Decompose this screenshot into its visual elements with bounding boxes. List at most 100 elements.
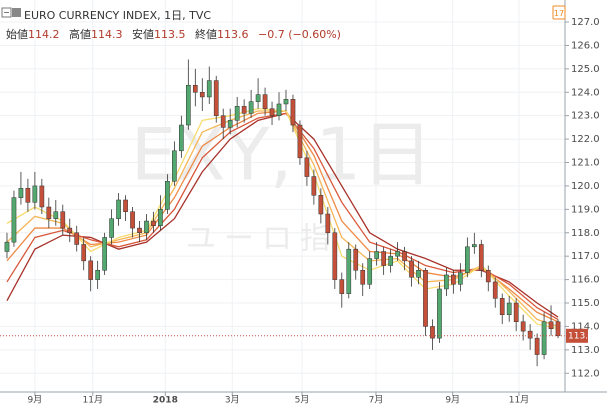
- y-tick-label: 123.0: [571, 111, 600, 122]
- candle-body: [444, 274, 449, 290]
- candle-body: [304, 157, 310, 177]
- y-tick-label: 116.0: [571, 275, 600, 286]
- ohlc-label: 安値: [132, 28, 154, 41]
- grid-layer: [0, 0, 565, 392]
- candle-body: [67, 227, 73, 234]
- candle-body: [158, 209, 163, 226]
- y-tick-label: 113.0: [571, 345, 600, 356]
- title: EURO CURRENCY INDEX, 1日, TVC: [24, 9, 212, 22]
- candle-body: [311, 176, 317, 196]
- candle-body: [248, 101, 254, 114]
- candle-body: [388, 255, 393, 266]
- ohlc-label: 始値: [6, 28, 28, 41]
- x-tick-label: 11月: [509, 395, 529, 406]
- y-tick-label: 125.0: [571, 64, 600, 75]
- candle-body: [25, 188, 31, 203]
- candle-body: [290, 99, 296, 126]
- candle-body: [485, 269, 491, 283]
- candle-body: [220, 115, 226, 128]
- candle-body: [360, 269, 366, 285]
- y-tick-label: 118.0: [571, 228, 600, 239]
- candle-body: [262, 94, 268, 109]
- candle-body: [234, 106, 240, 121]
- candle-body: [192, 84, 198, 93]
- candle-body: [144, 220, 149, 234]
- candle-body: [185, 84, 191, 126]
- watermark-sub: ユーロ指: [186, 222, 338, 257]
- candle-body: [332, 232, 338, 280]
- candle-body: [241, 106, 247, 114]
- candle-body: [179, 124, 184, 152]
- candle-body: [478, 244, 484, 271]
- last-price-box: [566, 328, 588, 343]
- candle-body: [206, 80, 212, 98]
- candle-body: [548, 321, 554, 330]
- candle-body: [499, 298, 505, 315]
- candle-body: [172, 150, 177, 182]
- candle-body: [416, 269, 421, 278]
- candle-body: [283, 99, 289, 105]
- candle-body: [109, 218, 114, 238]
- candle-body: [423, 269, 428, 327]
- x-tick-label: 11月: [83, 395, 103, 406]
- candle-body: [465, 246, 470, 273]
- x-tick-label: 5月: [295, 395, 310, 406]
- candle-body: [325, 213, 331, 234]
- candle-body: [39, 185, 45, 208]
- candle-body: [74, 232, 80, 245]
- candle-body: [123, 199, 128, 212]
- candle-body: [367, 258, 373, 285]
- date-icon-label: 17: [554, 9, 564, 18]
- candle-body: [437, 288, 442, 339]
- candle-body: [130, 211, 135, 229]
- y-tick-label: 112.0: [571, 368, 600, 379]
- ohlc-value: 114.2: [28, 28, 60, 41]
- ohlc-value: 113.6: [217, 28, 249, 41]
- candle-body: [165, 180, 170, 210]
- candle-body: [534, 337, 540, 355]
- candle-body: [4, 241, 10, 252]
- y-tick-label: 114.0: [571, 321, 600, 332]
- plot-layer: [0, 59, 565, 367]
- ohlc-value: 114.3: [91, 28, 123, 41]
- date-icon[interactable]: [552, 5, 566, 20]
- x-tick-label: 9月: [445, 395, 460, 406]
- candle-body: [32, 185, 38, 203]
- ohlc-value: 113.5: [154, 28, 186, 41]
- candle-body: [116, 199, 121, 219]
- x-tick-label: 2018: [153, 396, 178, 406]
- candle-body: [151, 220, 156, 226]
- candle-body: [395, 251, 400, 257]
- candle-body: [353, 248, 359, 271]
- y-tick-label: 122.0: [571, 134, 600, 145]
- y-tick-label: 121.0: [571, 158, 600, 169]
- change: −0.7 (−0.60%): [258, 28, 341, 41]
- candle-body: [18, 188, 24, 198]
- candle-body: [555, 321, 561, 337]
- candle-body: [227, 120, 233, 128]
- candle-body: [506, 302, 512, 315]
- y-tick-label: 126.0: [571, 40, 600, 51]
- candle-body: [53, 211, 59, 219]
- symbol-icon[interactable]: [12, 8, 21, 17]
- y-tick-label: 120.0: [571, 181, 600, 192]
- candle-body: [520, 321, 526, 332]
- candle-body: [381, 251, 386, 266]
- candle-body: [46, 206, 52, 219]
- candle-body: [276, 103, 282, 116]
- candle-body: [255, 94, 261, 102]
- y-tick-label: 127.0: [571, 17, 600, 28]
- candle-body: [269, 108, 275, 116]
- candle-body: [492, 281, 498, 299]
- candle-body: [88, 260, 94, 280]
- x-tick-label: 3月: [225, 395, 240, 406]
- toggle-icon[interactable]: [1, 7, 12, 18]
- candle-body: [60, 211, 66, 229]
- candle-body: [409, 260, 414, 278]
- y-tick-label: 115.0: [571, 298, 600, 309]
- candle-body: [213, 80, 219, 116]
- ohlc-label: 高値: [69, 28, 91, 41]
- candle-body: [374, 251, 380, 259]
- ribbon-line: [6, 112, 559, 320]
